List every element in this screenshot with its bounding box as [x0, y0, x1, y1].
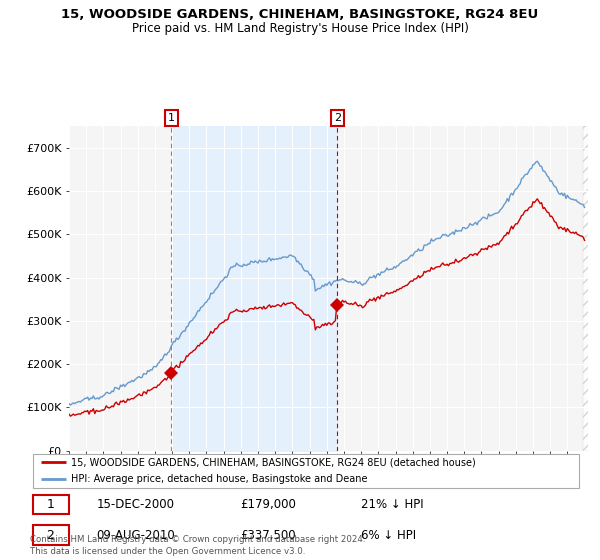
Text: HPI: Average price, detached house, Basingstoke and Deane: HPI: Average price, detached house, Basi…	[71, 474, 368, 484]
Text: 09-AUG-2010: 09-AUG-2010	[96, 529, 175, 542]
FancyBboxPatch shape	[33, 494, 68, 514]
FancyBboxPatch shape	[33, 525, 68, 545]
Text: 1: 1	[168, 113, 175, 123]
Text: 15-DEC-2000: 15-DEC-2000	[96, 498, 174, 511]
Text: £179,000: £179,000	[240, 498, 296, 511]
Text: 2: 2	[334, 113, 341, 123]
Text: 1: 1	[46, 498, 55, 511]
Text: 21% ↓ HPI: 21% ↓ HPI	[361, 498, 424, 511]
Text: 2: 2	[46, 529, 55, 542]
Text: £337,500: £337,500	[240, 529, 295, 542]
Text: 15, WOODSIDE GARDENS, CHINEHAM, BASINGSTOKE, RG24 8EU: 15, WOODSIDE GARDENS, CHINEHAM, BASINGST…	[61, 8, 539, 21]
Text: 6% ↓ HPI: 6% ↓ HPI	[361, 529, 416, 542]
Text: Price paid vs. HM Land Registry's House Price Index (HPI): Price paid vs. HM Land Registry's House …	[131, 22, 469, 35]
FancyBboxPatch shape	[33, 454, 579, 488]
Text: Contains HM Land Registry data © Crown copyright and database right 2024.
This d: Contains HM Land Registry data © Crown c…	[30, 535, 365, 556]
Text: 15, WOODSIDE GARDENS, CHINEHAM, BASINGSTOKE, RG24 8EU (detached house): 15, WOODSIDE GARDENS, CHINEHAM, BASINGST…	[71, 458, 476, 467]
